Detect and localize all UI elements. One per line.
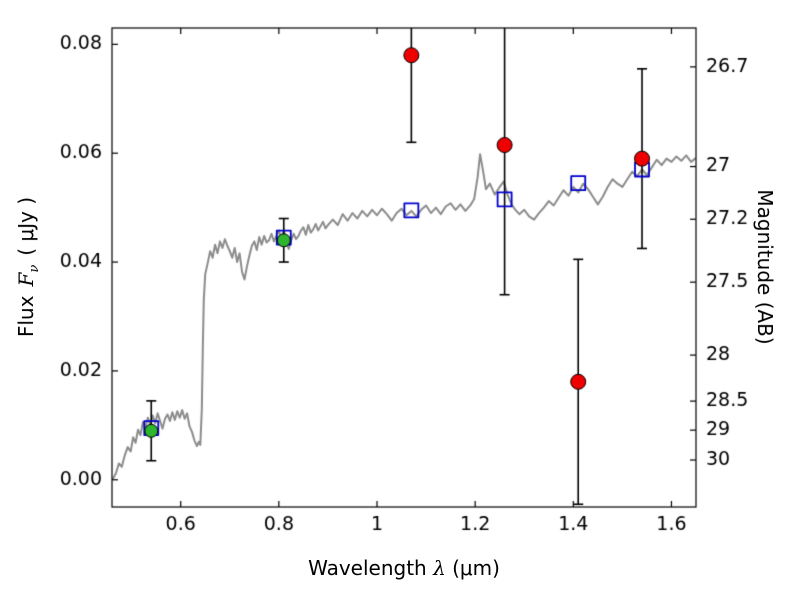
y-axis-title-magnitude: Magnitude (AB)	[753, 189, 777, 345]
x-axis-title: Wavelength λ (μm)	[308, 556, 500, 580]
xlabel-suffix: (μm)	[445, 556, 500, 580]
lambda-symbol: λ	[433, 556, 446, 580]
xlabel-prefix: Wavelength	[308, 556, 434, 580]
flux-symbol: F	[14, 272, 38, 287]
flux-subscript: ν	[27, 264, 42, 273]
ylabel-suffix: ( μJy )	[14, 196, 38, 256]
y-axis-title-flux: Flux Fν ( μJy )	[14, 197, 42, 337]
ylabel-prefix: Flux	[14, 295, 38, 338]
